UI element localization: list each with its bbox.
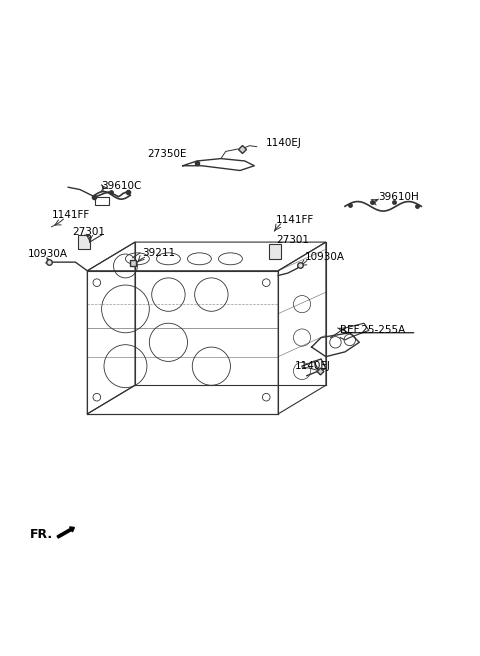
Text: 39610C: 39610C [102,180,142,191]
Text: REF.25-255A: REF.25-255A [340,325,406,335]
Text: 10930A: 10930A [28,249,68,259]
Text: 1140EJ: 1140EJ [266,138,302,148]
FancyArrow shape [57,527,74,538]
Text: 27301: 27301 [276,235,309,245]
Text: 10930A: 10930A [304,252,345,262]
Text: 27301: 27301 [72,227,105,237]
Text: 39610H: 39610H [378,192,419,202]
Text: 39211: 39211 [142,248,175,258]
Text: 1141FF: 1141FF [51,210,90,220]
Text: 27350E: 27350E [147,149,186,159]
Text: FR.: FR. [30,528,53,541]
FancyBboxPatch shape [269,245,281,259]
FancyBboxPatch shape [78,235,90,249]
Text: 1140EJ: 1140EJ [295,361,331,371]
Text: 1141FF: 1141FF [276,215,314,225]
